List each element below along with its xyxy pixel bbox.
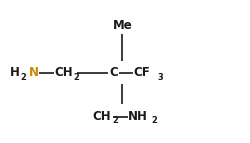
Text: NH: NH [127, 110, 147, 123]
Text: 2: 2 [112, 116, 117, 125]
Text: CF: CF [132, 66, 149, 79]
Text: N: N [29, 66, 39, 79]
Text: 2: 2 [20, 73, 26, 82]
Text: 3: 3 [157, 73, 162, 82]
Text: 2: 2 [73, 73, 79, 82]
Text: C: C [109, 66, 117, 79]
Text: H: H [10, 66, 20, 79]
Text: Me: Me [112, 19, 132, 32]
Text: CH: CH [92, 110, 111, 123]
Text: CH: CH [54, 66, 72, 79]
Text: 2: 2 [151, 116, 157, 125]
